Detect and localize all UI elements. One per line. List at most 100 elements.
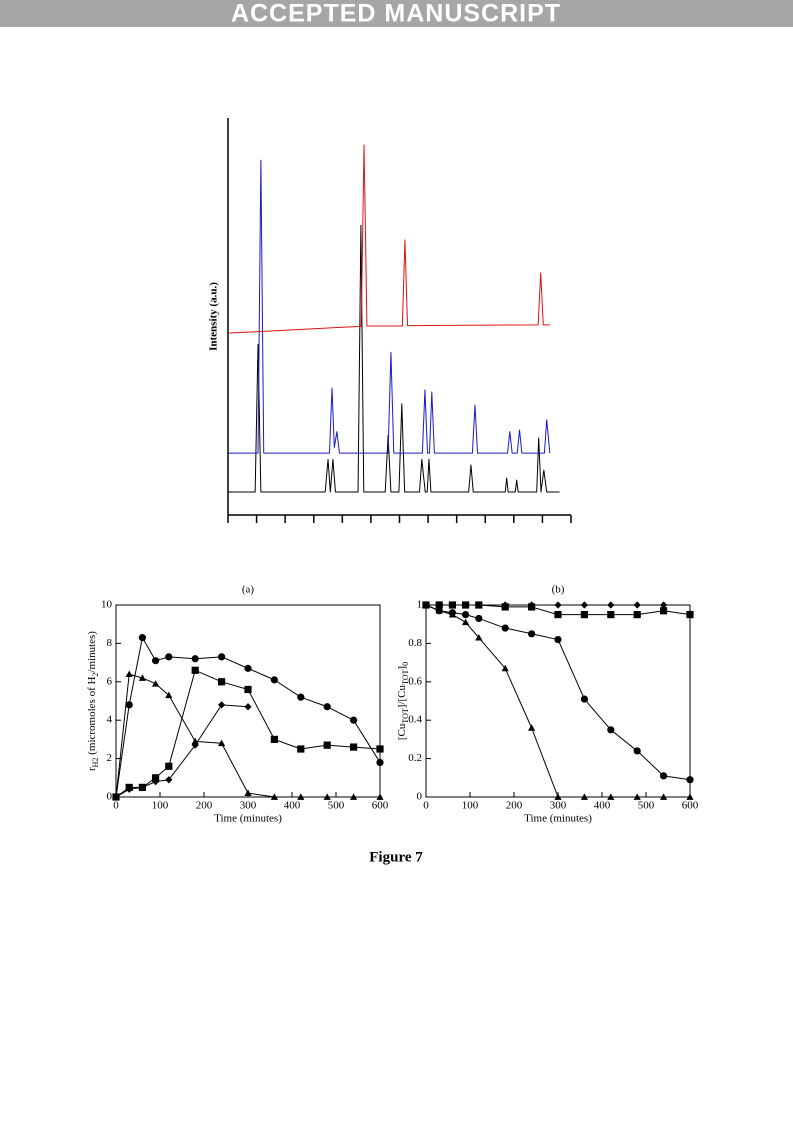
marker <box>270 735 278 743</box>
marker <box>607 601 615 609</box>
marker <box>448 611 456 618</box>
marker <box>554 635 562 644</box>
marker <box>152 680 160 687</box>
marker <box>686 611 694 619</box>
y-axis-label-subscript: TOT <box>401 669 410 685</box>
x-tick-label: 0 <box>423 800 429 812</box>
y-axis-label-subscript: TOT <box>401 708 410 724</box>
y-axis-label-subscript: 0 <box>401 662 410 666</box>
marker <box>323 741 331 749</box>
x-tick-label: 200 <box>196 800 213 812</box>
figure-caption: Figure 7 <box>369 849 423 865</box>
plot-frame <box>425 604 691 798</box>
marker <box>244 703 252 711</box>
marker <box>138 783 146 791</box>
data-line <box>425 604 690 798</box>
data-line <box>228 159 551 454</box>
y-tick-label: 0.2 <box>408 752 422 764</box>
marker <box>554 793 562 800</box>
x-tick-label: 400 <box>594 800 611 812</box>
marker <box>376 745 384 753</box>
y-axis-label-part: ]/[Cu <box>396 684 408 708</box>
marker <box>501 603 509 611</box>
marker <box>297 745 305 753</box>
chart-title: (b) <box>552 584 565 596</box>
marker <box>554 601 562 609</box>
y-tick-label: 2 <box>107 752 113 764</box>
x-tick-label: 0 <box>113 800 119 812</box>
y-tick-label: 1 <box>417 599 423 611</box>
marker <box>607 726 615 734</box>
marker <box>580 695 589 703</box>
marker <box>165 762 173 770</box>
marker <box>165 653 173 661</box>
marker <box>376 793 384 800</box>
x-tick-label: 100 <box>462 800 479 812</box>
marker <box>462 618 470 626</box>
y-axis-label-part: [Cu <box>396 723 408 740</box>
y-axis-label: [CuTOT]/[CuTOT]0 <box>396 662 411 740</box>
marker <box>138 634 146 642</box>
marker <box>323 793 331 800</box>
marker <box>350 716 358 724</box>
marker <box>297 793 305 800</box>
x-axis-label: Time (minutes) <box>524 813 592 825</box>
marker <box>152 657 160 665</box>
marker <box>475 601 483 609</box>
y-tick-label: 10 <box>101 599 113 611</box>
marker <box>297 693 305 701</box>
marker <box>686 776 694 784</box>
marker <box>218 739 226 747</box>
marker <box>580 793 588 800</box>
marker <box>244 664 252 672</box>
y-axis-label: Intensity (a.u.) <box>208 282 220 351</box>
y-tick-label: 0.6 <box>408 675 422 687</box>
marker <box>165 691 173 699</box>
marker <box>607 611 615 619</box>
y-tick-label: 8 <box>107 637 113 649</box>
marker <box>350 743 358 751</box>
header-bar <box>0 0 793 27</box>
y-axis-label-subscript: H2 <box>91 758 100 768</box>
x-tick-label: 300 <box>240 800 257 812</box>
marker <box>323 703 331 711</box>
marker <box>191 666 199 674</box>
marker <box>580 601 588 609</box>
marker <box>528 603 536 611</box>
x-tick-label: 300 <box>550 800 567 812</box>
x-tick-label: 200 <box>506 800 523 812</box>
y-tick-label: 0 <box>417 791 423 803</box>
chart-title: (a) <box>242 584 255 596</box>
x-tick-label: 100 <box>152 800 169 812</box>
y-axis-label: rH2 (micromoles of H2/minutes) <box>86 631 101 771</box>
marker <box>501 624 509 632</box>
marker <box>270 676 278 684</box>
marker <box>350 793 358 800</box>
y-axis-label-part: r <box>86 767 98 771</box>
marker <box>554 611 562 619</box>
marker <box>660 772 668 780</box>
y-axis-label-part: ] <box>396 666 408 670</box>
y-tick-label: 0.4 <box>408 714 422 726</box>
marker <box>475 614 483 623</box>
marker <box>475 634 483 641</box>
marker <box>580 611 588 619</box>
marker <box>501 664 509 672</box>
y-tick-label: 4 <box>107 714 113 726</box>
marker <box>152 774 160 782</box>
marker <box>218 678 226 686</box>
data-line <box>227 144 550 334</box>
marker <box>112 793 120 801</box>
x-tick-label: 500 <box>638 800 655 812</box>
marker <box>462 601 470 609</box>
marker <box>435 601 443 609</box>
marker <box>660 601 668 609</box>
marker <box>435 607 443 614</box>
x-tick-label: 500 <box>328 800 345 812</box>
y-axis-label-part: /minutes) <box>86 631 98 673</box>
marker <box>191 655 199 663</box>
marker <box>270 793 278 800</box>
marker <box>218 701 226 709</box>
data-line <box>425 604 691 781</box>
y-tick-label: 0 <box>107 791 113 803</box>
